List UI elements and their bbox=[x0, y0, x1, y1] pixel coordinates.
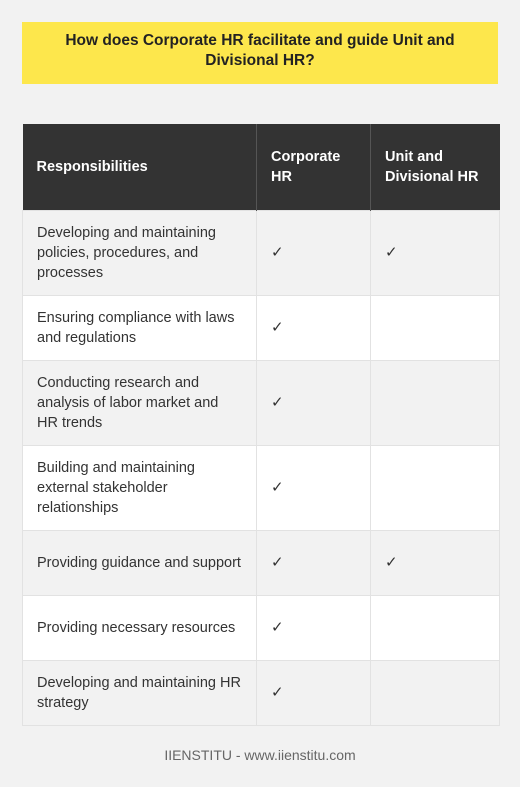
check-mark: ✓ bbox=[271, 318, 284, 336]
unit-check-icon bbox=[370, 444, 500, 531]
responsibility-cell: Providing guidance and support bbox=[22, 529, 257, 596]
responsibility-cell: Building and maintaining external stakeh… bbox=[22, 444, 257, 531]
check-mark: ✓ bbox=[271, 478, 284, 496]
table-row: Providing guidance and support ✓ ✓ bbox=[22, 529, 500, 596]
table-row: Ensuring compliance with laws and regula… bbox=[22, 294, 500, 361]
corporate-check-icon: ✓ bbox=[256, 359, 371, 446]
check-mark: ✓ bbox=[271, 618, 284, 636]
responsibility-cell: Providing necessary resources bbox=[22, 594, 257, 661]
check-mark: ✓ bbox=[271, 243, 284, 261]
header-unit-divisional-hr: Unit and Divisional HR bbox=[370, 124, 500, 210]
corporate-check-icon: ✓ bbox=[256, 294, 371, 361]
corporate-check-icon: ✓ bbox=[256, 659, 371, 726]
unit-check-icon bbox=[370, 594, 500, 661]
corporate-check-icon: ✓ bbox=[256, 594, 371, 661]
table-row: Developing and maintaining policies, pro… bbox=[22, 209, 500, 296]
check-mark: ✓ bbox=[271, 553, 284, 571]
responsibility-cell: Developing and maintaining policies, pro… bbox=[22, 209, 257, 296]
unit-check-icon: ✓ bbox=[370, 529, 500, 596]
page-title: How does Corporate HR facilitate and gui… bbox=[22, 22, 498, 84]
responsibility-cell: Conducting research and analysis of labo… bbox=[22, 359, 257, 446]
check-mark: ✓ bbox=[385, 243, 398, 261]
unit-check-icon bbox=[370, 659, 500, 726]
responsibility-cell: Ensuring compliance with laws and regula… bbox=[22, 294, 257, 361]
footer-credit: IIENSTITU - www.iienstitu.com bbox=[164, 747, 356, 763]
responsibilities-table: Responsibilities Corporate HR Unit and D… bbox=[22, 124, 500, 726]
responsibility-cell: Developing and maintaining HR strategy bbox=[22, 659, 257, 726]
check-mark: ✓ bbox=[271, 393, 284, 411]
table-header-row: Responsibilities Corporate HR Unit and D… bbox=[22, 124, 500, 210]
corporate-check-icon: ✓ bbox=[256, 444, 371, 531]
header-corporate-hr: Corporate HR bbox=[256, 124, 371, 210]
table-row: Providing necessary resources ✓ bbox=[22, 594, 500, 661]
unit-check-icon: ✓ bbox=[370, 209, 500, 296]
table-row: Building and maintaining external stakeh… bbox=[22, 444, 500, 531]
unit-check-icon bbox=[370, 359, 500, 446]
table-row: Conducting research and analysis of labo… bbox=[22, 359, 500, 446]
corporate-check-icon: ✓ bbox=[256, 529, 371, 596]
check-mark: ✓ bbox=[271, 683, 284, 701]
check-mark: ✓ bbox=[385, 553, 398, 571]
header-responsibilities: Responsibilities bbox=[22, 124, 257, 210]
unit-check-icon bbox=[370, 294, 500, 361]
corporate-check-icon: ✓ bbox=[256, 209, 371, 296]
table-row: Developing and maintaining HR strategy ✓ bbox=[22, 659, 500, 726]
